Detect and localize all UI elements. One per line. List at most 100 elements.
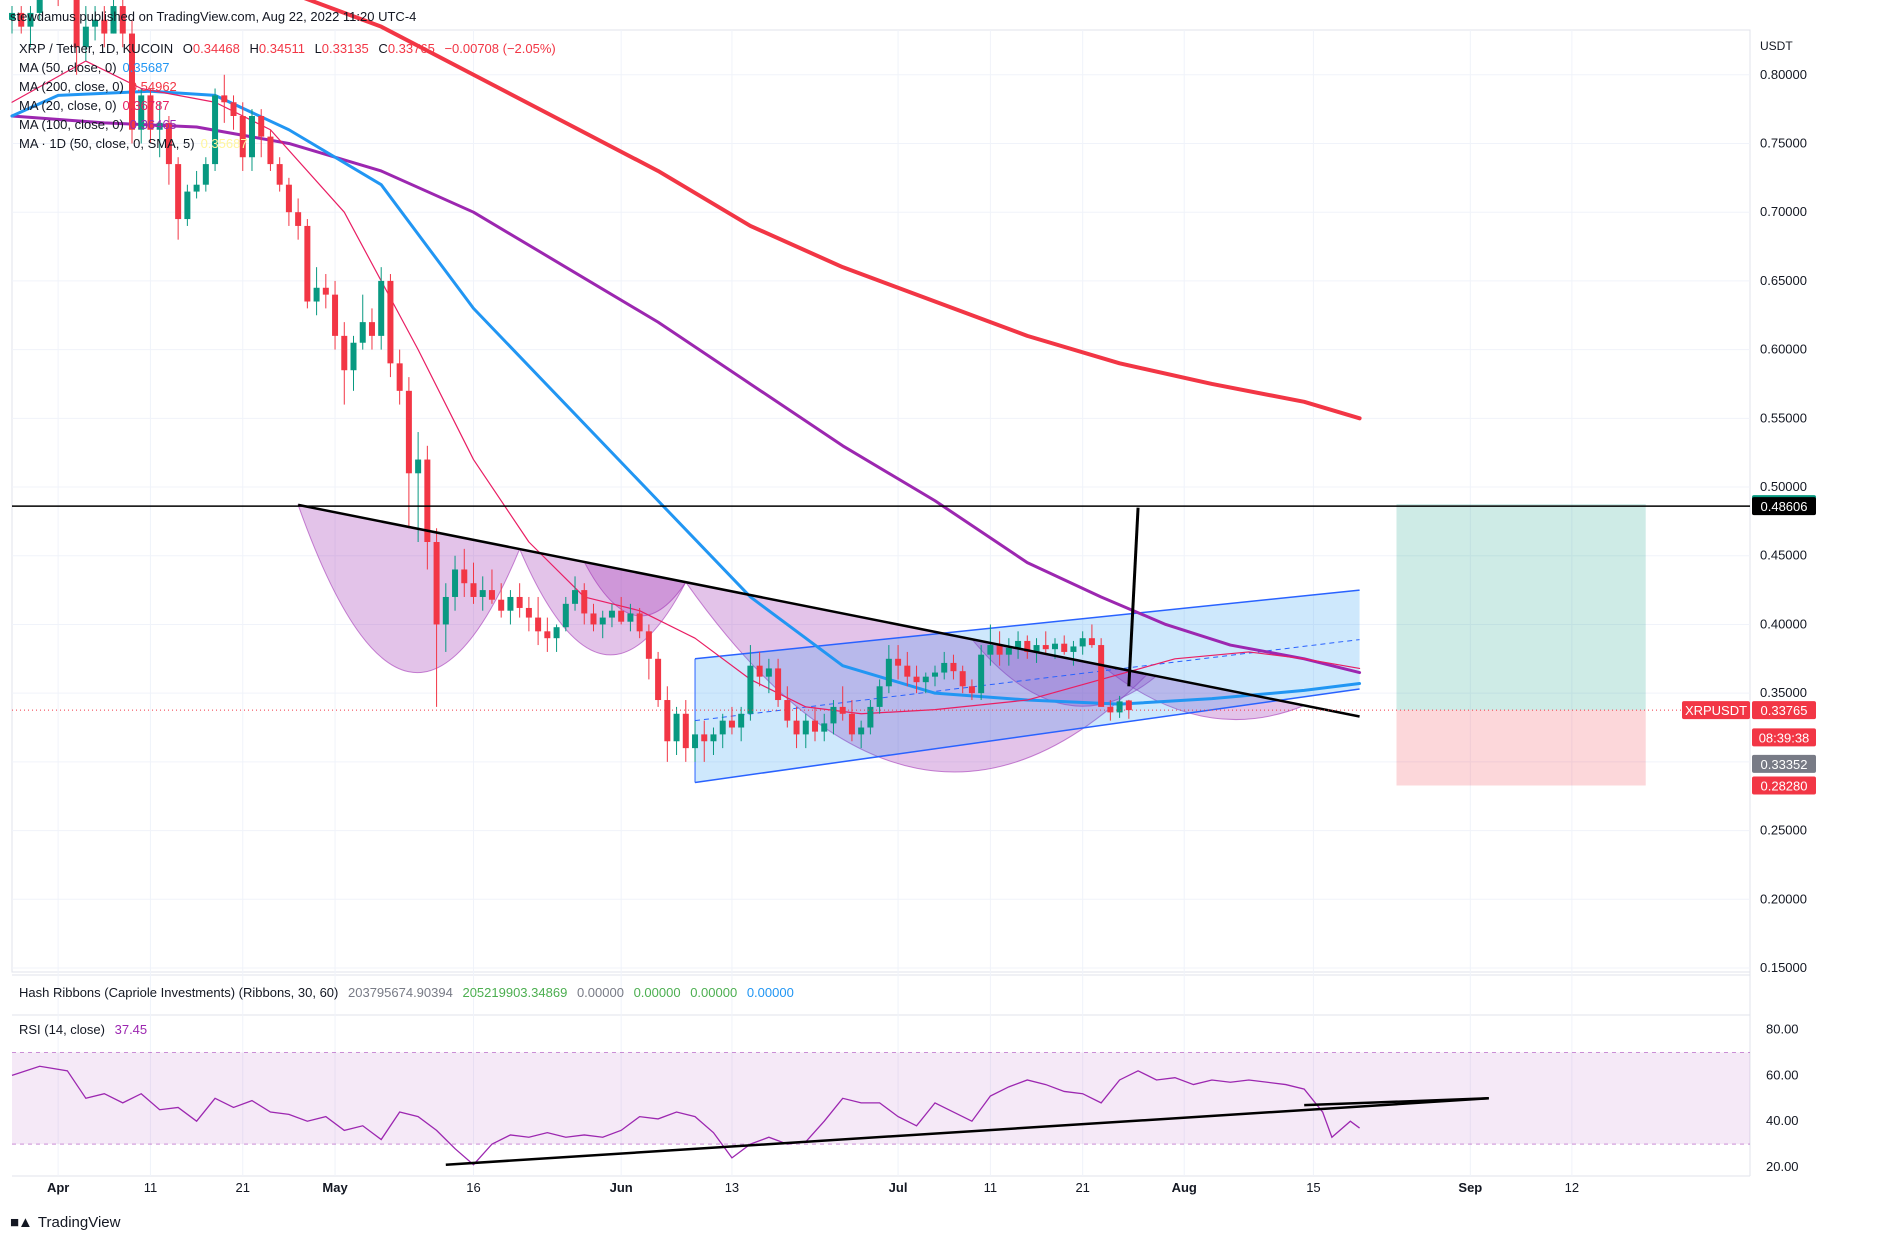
candle-body[interactable] — [36, 0, 43, 13]
candle-body[interactable] — [747, 665, 754, 714]
candle-body[interactable] — [507, 596, 514, 611]
candle-body[interactable] — [488, 590, 495, 600]
candle-body[interactable] — [1024, 640, 1031, 652]
candle-body[interactable] — [175, 164, 182, 220]
candle-body[interactable] — [848, 713, 855, 735]
candle-body[interactable] — [138, 95, 145, 130]
long-position-target-zone[interactable] — [1396, 504, 1646, 711]
candle-body[interactable] — [128, 33, 135, 130]
study-ma20[interactable]: MA (20, close, 0) 0.36787 — [19, 98, 176, 113]
candle-body[interactable] — [950, 662, 957, 672]
tradingview-brand[interactable]: ■▲ TradingView — [10, 1214, 120, 1231]
candle-body[interactable] — [498, 599, 505, 611]
candle-body[interactable] — [276, 164, 283, 185]
candle-body[interactable] — [1005, 647, 1012, 655]
candle-body[interactable] — [968, 686, 975, 694]
candle-body[interactable] — [701, 734, 708, 742]
candle-body[interactable] — [645, 631, 652, 659]
rsi-legend[interactable]: RSI (14, close) 37.45 — [19, 1022, 153, 1037]
candle-body[interactable] — [322, 287, 329, 295]
channel-upper-line[interactable] — [694, 589, 1360, 660]
candle-body[interactable] — [590, 613, 597, 625]
candle-body[interactable] — [802, 720, 809, 735]
candle-body[interactable] — [230, 102, 237, 116]
candle-body[interactable] — [368, 322, 375, 336]
candle-body[interactable] — [876, 686, 883, 707]
candle-body[interactable] — [1098, 645, 1105, 707]
candle-body[interactable] — [1107, 706, 1114, 713]
candle-body[interactable] — [147, 95, 154, 130]
candle-body[interactable] — [1125, 700, 1132, 711]
candle-body[interactable] — [82, 26, 89, 48]
candle-body[interactable] — [221, 95, 228, 103]
candle-body[interactable] — [959, 671, 966, 687]
downtrend-line[interactable] — [297, 503, 1360, 718]
candle-body[interactable] — [452, 569, 459, 597]
candle-body[interactable] — [987, 645, 994, 655]
candle-body[interactable] — [92, 19, 99, 27]
candle-body[interactable] — [895, 658, 902, 666]
candle-body[interactable] — [618, 610, 625, 622]
study-ma200[interactable]: MA (200, close, 0) 0.54962 — [19, 79, 183, 94]
candle-body[interactable] — [461, 569, 468, 584]
candle-body[interactable] — [599, 617, 606, 625]
candle-body[interactable] — [248, 115, 255, 158]
candle-body[interactable] — [27, 12, 34, 27]
ma-series-line-0[interactable] — [12, 0, 1362, 421]
candle-body[interactable] — [535, 617, 542, 632]
candle-body[interactable] — [710, 734, 717, 742]
candle-body[interactable] — [664, 700, 671, 742]
candle-body[interactable] — [793, 720, 800, 735]
candle-body[interactable] — [9, 12, 15, 20]
candle-body[interactable] — [18, 12, 25, 27]
rsi-trendline[interactable] — [445, 1097, 1489, 1166]
candle-body[interactable] — [1033, 645, 1040, 652]
candle-body[interactable] — [1051, 643, 1058, 650]
candle-body[interactable] — [1061, 643, 1068, 652]
candle-body[interactable] — [636, 613, 643, 632]
candle-body[interactable] — [258, 115, 265, 137]
candle-body[interactable] — [562, 603, 569, 628]
candle-body[interactable] — [516, 596, 523, 608]
candle-body[interactable] — [479, 590, 486, 597]
candle-body[interactable] — [332, 294, 339, 336]
candle-body[interactable] — [295, 212, 302, 226]
candle-body[interactable] — [922, 676, 929, 683]
candle-body[interactable] — [719, 720, 726, 735]
candle-body[interactable] — [156, 122, 163, 130]
candle-body[interactable] — [387, 280, 394, 364]
candle-body[interactable] — [775, 668, 782, 701]
candle-body[interactable] — [655, 658, 662, 701]
candle-body[interactable] — [193, 184, 200, 192]
candle-body[interactable] — [765, 668, 772, 677]
candle-body[interactable] — [1015, 640, 1022, 648]
candle-body[interactable] — [932, 672, 938, 677]
candle-body[interactable] — [304, 225, 311, 302]
candle-body[interactable] — [553, 627, 560, 639]
candle-body[interactable] — [941, 662, 948, 673]
candle-body[interactable] — [821, 723, 828, 732]
candle-body[interactable] — [830, 706, 837, 724]
candle-body[interactable] — [433, 541, 440, 625]
candle-body[interactable] — [544, 631, 551, 639]
candle-body[interactable] — [812, 720, 819, 732]
candle-body[interactable] — [996, 645, 1003, 655]
candle-body[interactable] — [572, 590, 579, 604]
candle-body[interactable] — [1088, 638, 1095, 646]
candle-body[interactable] — [756, 665, 763, 677]
candle-body[interactable] — [885, 658, 892, 687]
cup-pattern-shape[interactable] — [297, 504, 521, 673]
candle-body[interactable] — [202, 164, 209, 185]
hash-ribbons-legend[interactable]: Hash Ribbons (Capriole Investments) (Rib… — [19, 985, 800, 1000]
candle-body[interactable] — [858, 727, 865, 735]
breakout-spike-line[interactable] — [1127, 507, 1140, 687]
candle-body[interactable] — [212, 95, 219, 165]
candle-body[interactable] — [608, 610, 615, 618]
candle-body[interactable] — [405, 390, 412, 474]
candle-body[interactable] — [728, 720, 735, 728]
candle-body[interactable] — [415, 459, 422, 474]
candle-body[interactable] — [313, 287, 320, 302]
candle-body[interactable] — [673, 713, 680, 742]
candle-body[interactable] — [267, 136, 274, 165]
